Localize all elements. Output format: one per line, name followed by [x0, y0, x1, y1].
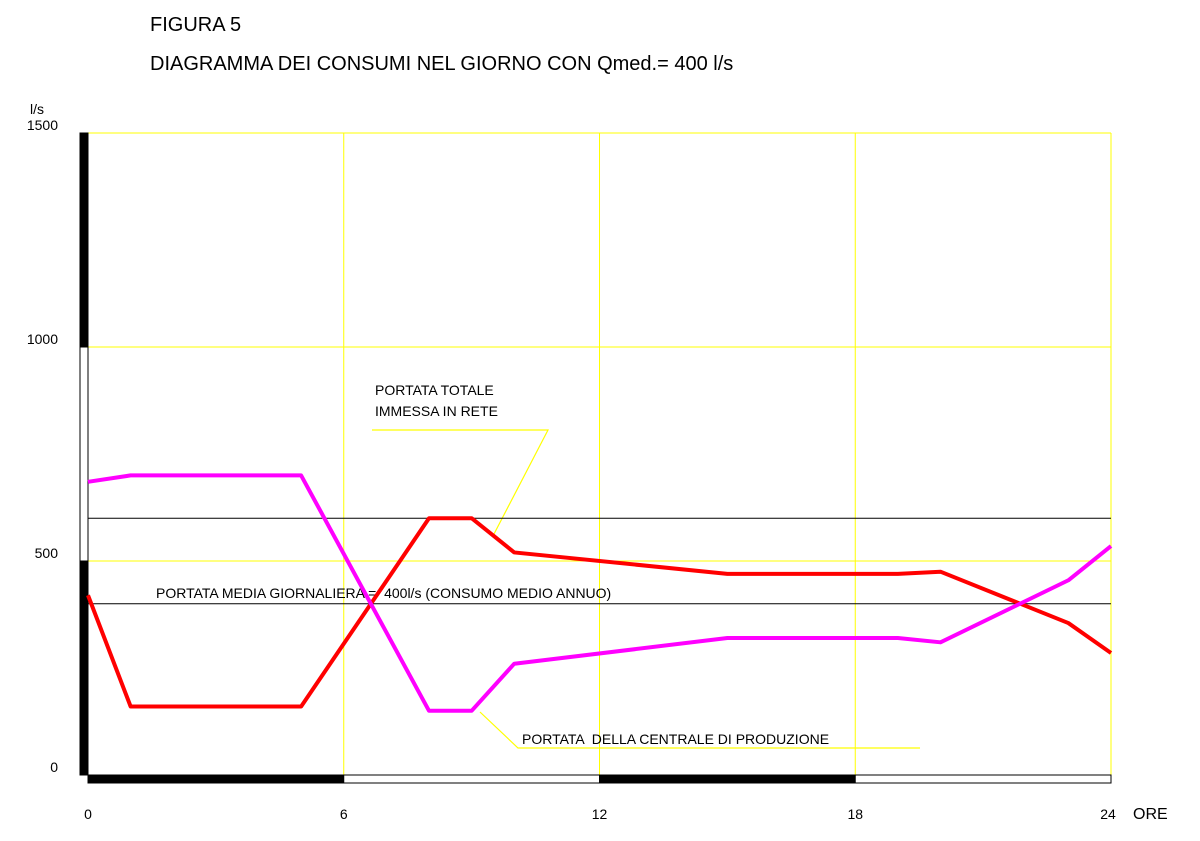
x-axis-segment: [599, 774, 856, 784]
x-tick-label: 6: [340, 806, 348, 822]
y-tick-label: 1500: [27, 117, 58, 133]
chart-subtitle: DIAGRAMMA DEI CONSUMI NEL GIORNO CON Qme…: [150, 53, 733, 75]
x-tick-label: 12: [592, 806, 608, 822]
x-tick-label: 18: [847, 806, 863, 822]
y-axis-segment: [79, 346, 89, 562]
leader-lines: [372, 429, 920, 749]
chart-title: FIGURA 5: [150, 14, 241, 36]
leader-line: [479, 711, 920, 749]
annotation: IMMESSA IN RETE: [375, 403, 498, 419]
series-line: [87, 473, 1113, 713]
y-axis-segment: [79, 132, 89, 348]
x-tick-label: 24: [1100, 806, 1116, 822]
x-axis-segment: [343, 774, 600, 784]
series-line: [86, 516, 1113, 709]
annotation: PORTATA DELLA CENTRALE DI PRODUZIONE: [522, 731, 829, 747]
y-axis-label: l/s: [30, 101, 44, 117]
y-tick-label: 1000: [27, 331, 58, 347]
reference-label: PORTATA MEDIA GIORNALIERA = 400l/s (CONS…: [156, 585, 611, 601]
x-axis-label: ORE: [1133, 806, 1168, 823]
x-tick-label: 0: [84, 806, 92, 822]
x-axis-segment: [87, 774, 345, 784]
leader-line: [372, 429, 549, 535]
annotation: PORTATA TOTALE: [375, 382, 494, 398]
y-tick-label: 0: [50, 759, 58, 775]
y-axis-segment: [79, 560, 89, 776]
y-tick-label: 500: [35, 545, 59, 561]
x-axis-segment: [854, 774, 1112, 784]
